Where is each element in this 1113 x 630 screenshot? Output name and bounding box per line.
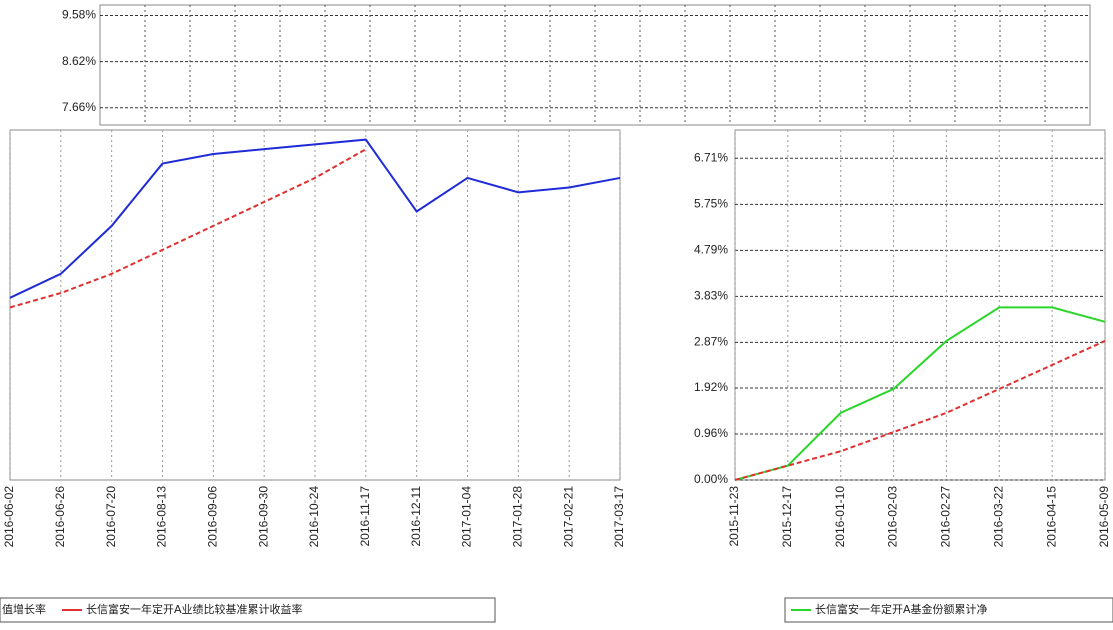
y-tick-label: 8.62% bbox=[62, 54, 96, 68]
legend-box bbox=[0, 597, 496, 623]
x-tick-label: 2016-06-26 bbox=[53, 486, 67, 548]
legend: 值增长率 长信富安一年定开A业绩比较基准累计收益率 bbox=[0, 597, 496, 623]
x-tick-label: 2016-01-10 bbox=[833, 486, 847, 548]
x-tick-label: 2016-12-11 bbox=[409, 486, 423, 547]
x-tick-label: 2016-05-09 bbox=[1097, 486, 1111, 548]
y-tick-label: 7.66% bbox=[62, 100, 96, 114]
legend: 长信富安一年定开A基金份额累计净 bbox=[784, 597, 1113, 623]
legend-label: 值增长率 bbox=[2, 602, 46, 616]
y-tick-label: 0.96% bbox=[694, 426, 728, 440]
y-tick-label: 9.58% bbox=[62, 8, 96, 22]
y-tick-label: 3.83% bbox=[694, 289, 728, 303]
x-tick-label: 2016-02-27 bbox=[939, 486, 953, 548]
x-tick-label: 2016-06-02 bbox=[2, 486, 16, 548]
y-tick-label: 0.00% bbox=[694, 472, 728, 486]
x-tick-label: 2017-02-21 bbox=[561, 486, 575, 548]
series-line bbox=[734, 340, 1106, 481]
x-tick-label: 2016-09-06 bbox=[206, 486, 220, 548]
x-tick-label: 2016-11-17 bbox=[358, 486, 372, 547]
x-tick-label: 2017-03-17 bbox=[612, 486, 626, 548]
x-tick-label: 2016-04-15 bbox=[1044, 486, 1058, 548]
x-tick-label: 2016-07-20 bbox=[104, 486, 118, 548]
y-tick-label: 5.75% bbox=[694, 196, 728, 210]
x-tick-label: 2016-02-03 bbox=[886, 486, 900, 548]
y-tick-label: 1.92% bbox=[694, 380, 728, 394]
legend-label: 长信富安一年定开A基金份额累计净 bbox=[815, 602, 988, 616]
series-line bbox=[734, 306, 1106, 481]
x-tick-label: 2016-10-24 bbox=[307, 486, 321, 548]
y-tick-label: 2.87% bbox=[694, 335, 728, 349]
y-tick-label: 6.71% bbox=[694, 150, 728, 164]
x-tick-label: 2016-03-22 bbox=[991, 486, 1005, 548]
x-tick-label: 2016-08-13 bbox=[155, 486, 169, 548]
series-line bbox=[9, 148, 367, 309]
x-tick-label: 2016-09-30 bbox=[256, 486, 270, 548]
x-tick-label: 2017-01-04 bbox=[460, 486, 474, 548]
legend-box bbox=[784, 597, 1113, 623]
x-tick-label: 2017-01-28 bbox=[511, 486, 525, 548]
series-line bbox=[9, 138, 621, 299]
x-tick-label: 2015-12-17 bbox=[780, 486, 794, 548]
legend-label: 长信富安一年定开A业绩比较基准累计收益率 bbox=[86, 602, 303, 616]
x-tick-label: 2015-11-23 bbox=[727, 486, 741, 547]
y-tick-label: 4.79% bbox=[694, 243, 728, 257]
